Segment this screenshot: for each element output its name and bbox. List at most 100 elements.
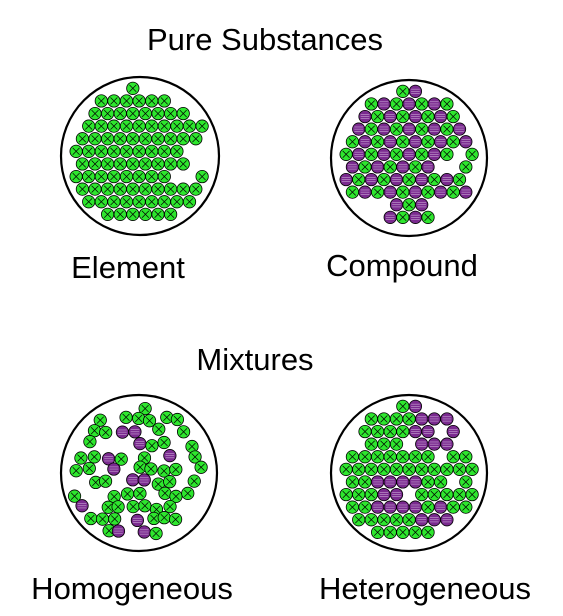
homogeneous-label: Homogeneous — [31, 573, 233, 604]
green-particle — [195, 461, 207, 473]
green-particle — [95, 95, 107, 107]
green-particle — [409, 526, 421, 538]
green-particle — [397, 451, 409, 463]
green-particle — [152, 133, 164, 145]
green-particle — [170, 463, 182, 475]
green-particle — [365, 488, 377, 500]
green-particle — [89, 107, 101, 119]
element-circle — [59, 75, 221, 237]
green-particle — [70, 145, 82, 157]
purple-particle — [346, 161, 358, 173]
green-particle — [75, 452, 87, 464]
green-particle — [139, 133, 151, 145]
purple-particle — [416, 438, 428, 450]
purple-particle — [384, 476, 396, 488]
green-particle — [409, 161, 421, 173]
purple-particle — [112, 525, 124, 537]
purple-particle — [428, 438, 440, 450]
green-particle — [397, 136, 409, 148]
purple-particle — [378, 98, 390, 110]
green-particle — [422, 136, 434, 148]
green-particle — [190, 133, 202, 145]
purple-particle — [428, 514, 440, 526]
green-particle — [99, 475, 111, 487]
green-particle — [447, 110, 459, 122]
green-particle — [453, 488, 465, 500]
green-particle — [460, 451, 472, 463]
green-particle — [183, 196, 195, 208]
purple-particle — [371, 161, 383, 173]
purple-particle — [416, 199, 428, 211]
purple-particle — [409, 501, 421, 513]
green-particle — [403, 413, 415, 425]
green-particle — [146, 145, 158, 157]
purple-particle — [76, 500, 88, 512]
green-particle — [422, 451, 434, 463]
green-particle — [89, 158, 101, 170]
homogeneous-circle — [59, 393, 219, 553]
purple-particle — [428, 413, 440, 425]
green-particle — [196, 120, 208, 132]
green-particle — [139, 158, 151, 170]
green-particle — [171, 120, 183, 132]
green-particle — [416, 123, 428, 135]
green-particle — [371, 425, 383, 437]
purple-particle — [397, 501, 409, 513]
green-particle — [164, 475, 176, 487]
green-particle — [120, 120, 132, 132]
purple-particle — [409, 425, 421, 437]
green-particle — [127, 183, 139, 195]
green-particle — [127, 208, 139, 220]
green-particle — [422, 211, 434, 223]
purple-particle — [108, 463, 120, 475]
green-particle — [353, 488, 365, 500]
compound-label: Compound — [326, 250, 478, 281]
purple-particle — [359, 186, 371, 198]
purple-particle — [428, 123, 440, 135]
green-particle — [447, 186, 459, 198]
purple-particle — [447, 425, 459, 437]
green-particle — [188, 475, 200, 487]
green-particle — [100, 426, 112, 438]
green-particle — [177, 426, 189, 438]
green-particle — [390, 123, 402, 135]
green-particle — [365, 514, 377, 526]
green-particle — [139, 183, 151, 195]
green-particle — [422, 476, 434, 488]
green-particle — [397, 400, 409, 412]
green-particle — [384, 526, 396, 538]
purple-particle — [409, 211, 421, 223]
green-particle — [390, 514, 402, 526]
green-particle — [161, 411, 173, 423]
green-particle — [152, 158, 164, 170]
green-particle — [120, 196, 132, 208]
green-particle — [359, 425, 371, 437]
green-particle — [403, 514, 415, 526]
green-particle — [346, 186, 358, 198]
purple-particle — [434, 136, 446, 148]
purple-particle — [422, 161, 434, 173]
green-particle — [70, 465, 82, 477]
green-particle — [371, 136, 383, 148]
purple-particle — [453, 123, 465, 135]
purple-particle — [441, 173, 453, 185]
green-particle — [403, 173, 415, 185]
green-particle — [441, 463, 453, 475]
green-particle — [171, 196, 183, 208]
purple-particle — [164, 449, 176, 461]
green-particle — [101, 158, 113, 170]
green-particle — [422, 186, 434, 198]
purple-particle — [416, 413, 428, 425]
green-particle — [127, 500, 139, 512]
purple-particle — [384, 186, 396, 198]
purple-particle — [434, 110, 446, 122]
green-particle — [340, 463, 352, 475]
green-particle — [390, 98, 402, 110]
green-particle — [182, 487, 194, 499]
green-particle — [146, 95, 158, 107]
green-particle — [447, 451, 459, 463]
green-particle — [133, 95, 145, 107]
green-particle — [397, 85, 409, 97]
heterogeneous-label: Heterogeneous — [319, 573, 531, 604]
compound-circle — [329, 78, 489, 238]
